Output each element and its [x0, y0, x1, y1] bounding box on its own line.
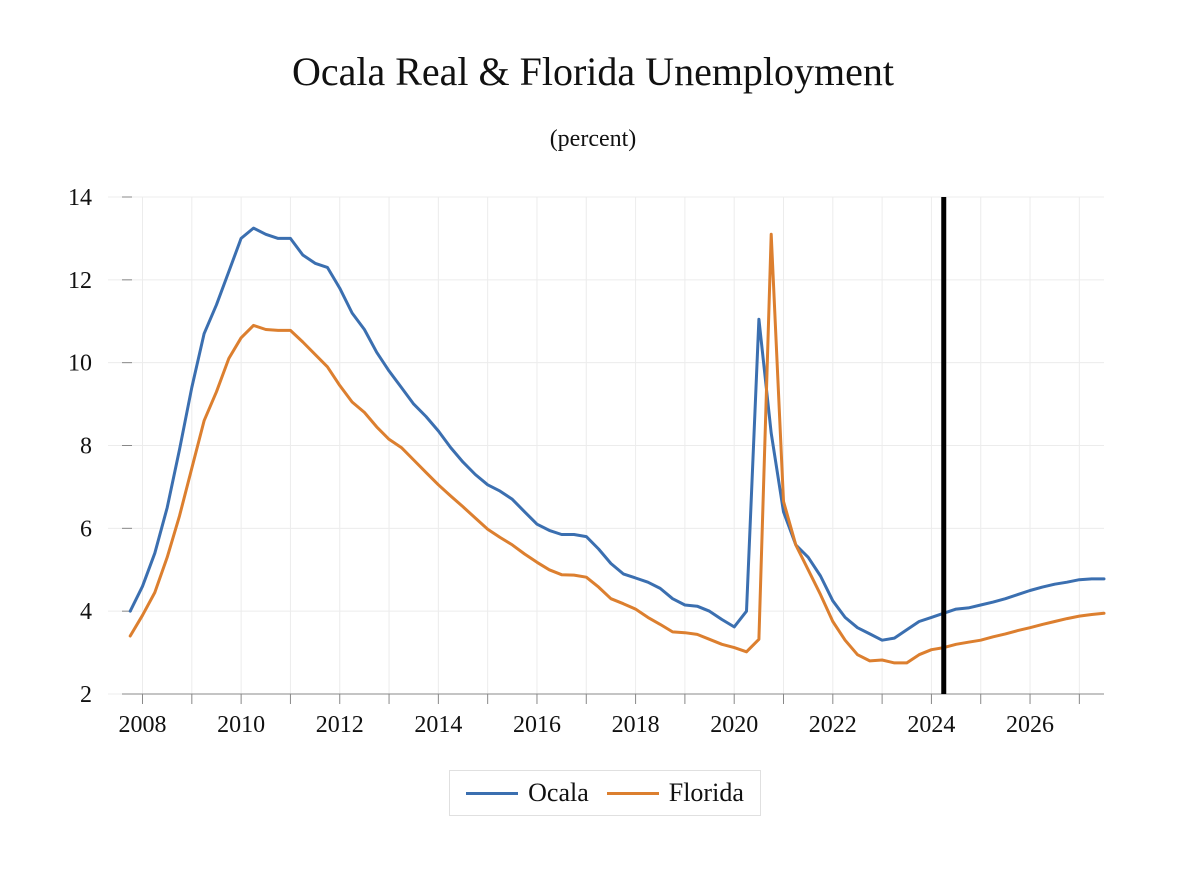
x-tick-label: 2016	[513, 712, 561, 738]
series-line-florida	[128, 232, 1106, 665]
legend-swatch-florida	[606, 791, 659, 795]
x-tick-label: 2024	[907, 712, 955, 738]
legend-item-florida[interactable]: Florida	[606, 778, 744, 808]
legend-swatch-ocala	[466, 791, 519, 795]
x-tick-label: 2014	[414, 712, 462, 738]
x-tick-label: 2018	[612, 712, 660, 738]
x-tick-label: 2022	[809, 712, 857, 738]
y-tick-label: 10	[68, 351, 92, 377]
x-tick-label: 2026	[1006, 712, 1054, 738]
x-tick-label: 2020	[710, 712, 758, 738]
y-tick-label: 8	[80, 434, 92, 460]
x-tick-label: 2008	[119, 712, 167, 738]
gridlines	[108, 196, 1104, 695]
chart-subtitle: (percent)	[549, 126, 637, 152]
legend-label-ocala: Ocala	[528, 778, 589, 807]
chart-title: Ocala Real & Florida Unemployment	[291, 49, 895, 94]
x-tick-label: 2010	[217, 712, 265, 738]
legend-item-ocala[interactable]: Ocala	[466, 778, 589, 808]
legend: Ocala Florida	[449, 770, 761, 816]
y-tick-label: 4	[80, 599, 92, 625]
y-tick-label: 14	[68, 185, 92, 211]
series-line-ocala	[128, 226, 1106, 642]
legend-label-florida: Florida	[668, 778, 744, 807]
y-tick-label: 2	[80, 682, 92, 708]
axes: 2 4 6 8 10 12 14 2008 2010 2012 2014 2016 2018 2020 20…	[68, 185, 1104, 738]
y-tick-label: 6	[80, 516, 92, 542]
y-tick-label: 12	[68, 268, 92, 294]
x-tick-label: 2012	[316, 712, 364, 738]
